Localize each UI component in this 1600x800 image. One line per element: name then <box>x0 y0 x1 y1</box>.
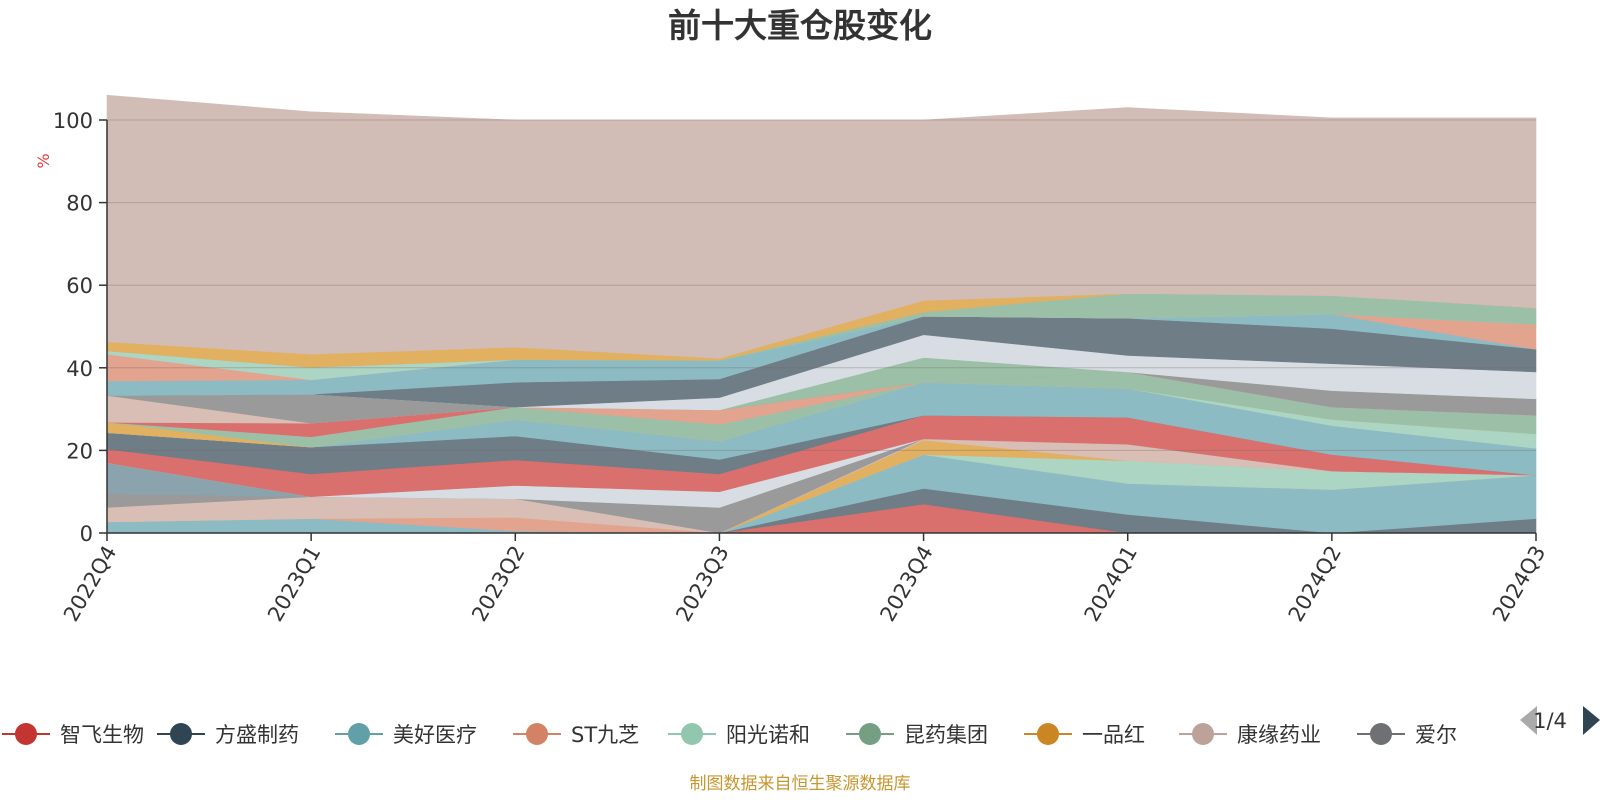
legend-pager: 1/4 <box>1520 706 1600 735</box>
legend-label: 一品红 <box>1082 723 1145 747</box>
legend-item[interactable]: 智飞生物 <box>2 723 144 747</box>
y-tick-label: 20 <box>66 439 93 463</box>
legend-item[interactable]: 一品红 <box>1024 723 1145 747</box>
y-tick-label: 80 <box>66 192 93 216</box>
legend-item[interactable]: 美好医疗 <box>335 723 477 747</box>
x-tick-label: 2022Q4 <box>59 542 121 626</box>
legend-item[interactable]: ST九芝 <box>513 723 639 747</box>
legend-label: 智飞生物 <box>60 723 144 747</box>
source-note: 制图数据来自恒生聚源数据库 <box>690 774 911 794</box>
gridlines <box>107 119 1536 451</box>
x-tick-label: 2023Q1 <box>263 542 325 626</box>
x-tick-label: 2024Q1 <box>1080 542 1142 626</box>
legend-page-indicator: 1/4 <box>1533 709 1567 733</box>
legend-next-icon[interactable] <box>1583 706 1600 735</box>
x-tick-label: 2023Q4 <box>875 542 937 626</box>
legend-label: 阳光诺和 <box>726 723 810 747</box>
legend-label: 方盛制药 <box>215 723 299 747</box>
y-axis-label: % <box>34 153 53 168</box>
legend-marker-icon <box>348 723 370 745</box>
legend-marker-icon <box>526 723 548 745</box>
y-tick-label: 40 <box>66 357 93 381</box>
legend-marker-icon <box>1037 723 1059 745</box>
legend-item[interactable]: 阳光诺和 <box>668 723 810 747</box>
legend-marker-icon <box>15 723 37 745</box>
y-tick-label: 60 <box>66 274 93 298</box>
legend-item[interactable]: 方盛制药 <box>157 723 299 747</box>
legend-marker-icon <box>1370 723 1392 745</box>
legend-item[interactable]: 康缘药业 <box>1179 723 1321 747</box>
legend-prev-icon[interactable] <box>1520 706 1537 735</box>
area-series-29 <box>106 94 1537 359</box>
legend-marker-icon <box>859 723 881 745</box>
legend-item[interactable]: 昆药集团 <box>846 723 988 747</box>
chart-title: 前十大重仓股变化 <box>668 6 932 45</box>
legend-item[interactable]: 爱尔 <box>1357 723 1457 747</box>
x-tick-label: 2024Q2 <box>1284 542 1346 626</box>
x-tick-label: 2023Q2 <box>467 542 529 626</box>
legend-label: 爱尔 <box>1415 723 1457 747</box>
legend-marker-icon <box>170 723 192 745</box>
area-series-group <box>106 94 1537 534</box>
x-tick-label: 2023Q3 <box>671 542 733 626</box>
legend-marker-icon <box>681 723 703 745</box>
x-tick-label: 2024Q3 <box>1488 542 1550 626</box>
y-tick-label: 0 <box>80 522 93 546</box>
legend-label: ST九芝 <box>571 723 639 747</box>
legend-label: 美好医疗 <box>393 723 477 747</box>
legend-marker-icon <box>1192 723 1214 745</box>
legend: 智飞生物 方盛制药 美好医疗 ST九芝 阳光诺和 昆药集团 一品红 康缘药业 爱尔 <box>2 723 1457 747</box>
y-tick-label: 100 <box>53 109 93 133</box>
legend-label: 昆药集团 <box>904 723 988 747</box>
legend-label: 康缘药业 <box>1237 723 1321 747</box>
